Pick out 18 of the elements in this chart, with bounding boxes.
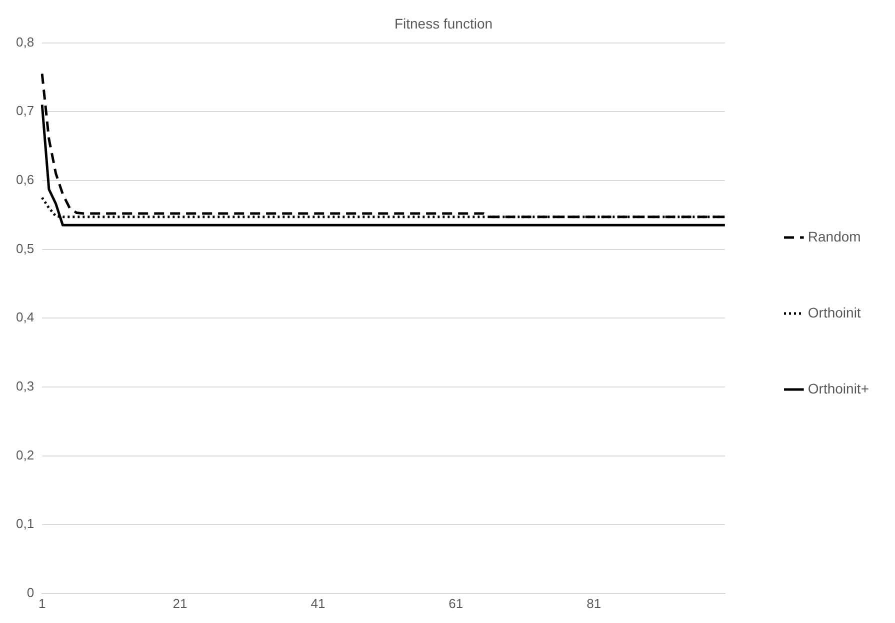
legend-label: Orthoinit <box>808 304 861 320</box>
x-tick-label: 41 <box>310 596 326 611</box>
y-tick-label: 0,6 <box>16 172 34 188</box>
y-tick-label: 0 <box>26 584 34 600</box>
y-tick-label: 0,1 <box>16 516 34 532</box>
x-tick-label: 1 <box>38 596 46 611</box>
x-tick-label: 61 <box>448 596 464 611</box>
y-tick-label: 0,5 <box>16 240 34 256</box>
legend-label: Orthoinit+ <box>808 380 870 396</box>
chart-title: Fitness function <box>394 15 493 32</box>
x-tick-label: 81 <box>586 596 602 611</box>
y-tick-label: 0,4 <box>16 310 34 325</box>
y-tick-label: 0,3 <box>16 378 34 394</box>
x-tick-label: 21 <box>172 596 188 611</box>
legend-label: Random <box>808 228 861 244</box>
y-tick-label: 0,2 <box>16 447 34 462</box>
y-tick-label: 0,8 <box>16 34 34 50</box>
y-tick-label: 0,7 <box>16 103 34 118</box>
